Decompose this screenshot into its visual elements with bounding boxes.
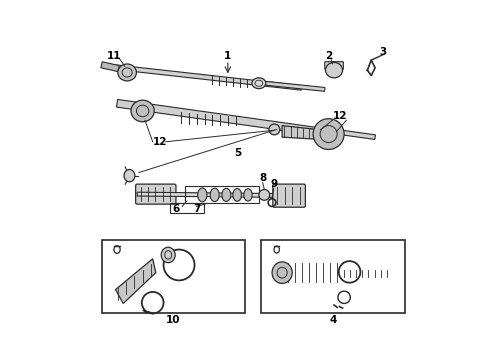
Polygon shape bbox=[137, 192, 301, 198]
Ellipse shape bbox=[252, 78, 266, 89]
Ellipse shape bbox=[124, 170, 135, 182]
Text: 7: 7 bbox=[193, 204, 200, 214]
Ellipse shape bbox=[210, 188, 219, 202]
Ellipse shape bbox=[222, 188, 231, 202]
FancyBboxPatch shape bbox=[273, 184, 305, 207]
Ellipse shape bbox=[131, 100, 154, 122]
Text: 9: 9 bbox=[271, 179, 278, 189]
Polygon shape bbox=[117, 99, 337, 138]
Text: 8: 8 bbox=[259, 173, 267, 183]
Polygon shape bbox=[342, 269, 391, 276]
Polygon shape bbox=[107, 64, 302, 90]
FancyBboxPatch shape bbox=[325, 62, 343, 69]
Circle shape bbox=[313, 119, 344, 149]
Text: 6: 6 bbox=[172, 204, 179, 214]
Polygon shape bbox=[286, 263, 341, 282]
Polygon shape bbox=[101, 62, 119, 72]
Ellipse shape bbox=[272, 262, 292, 283]
Text: 4: 4 bbox=[329, 315, 337, 325]
Ellipse shape bbox=[118, 64, 136, 81]
Polygon shape bbox=[342, 130, 375, 139]
Ellipse shape bbox=[233, 189, 242, 201]
Polygon shape bbox=[116, 259, 156, 303]
Ellipse shape bbox=[244, 189, 252, 201]
Text: 12: 12 bbox=[333, 111, 347, 121]
Text: 12: 12 bbox=[153, 137, 168, 147]
Text: 3: 3 bbox=[379, 48, 387, 58]
FancyBboxPatch shape bbox=[261, 239, 405, 313]
Ellipse shape bbox=[197, 188, 207, 202]
Text: 10: 10 bbox=[166, 315, 180, 325]
Polygon shape bbox=[282, 126, 321, 139]
Ellipse shape bbox=[161, 247, 175, 263]
Text: 11: 11 bbox=[107, 51, 121, 61]
Circle shape bbox=[269, 124, 280, 135]
Ellipse shape bbox=[325, 62, 343, 78]
FancyBboxPatch shape bbox=[136, 184, 176, 204]
Text: 5: 5 bbox=[234, 148, 242, 158]
FancyBboxPatch shape bbox=[101, 239, 245, 313]
Text: 2: 2 bbox=[325, 51, 332, 61]
Text: 1: 1 bbox=[224, 51, 231, 61]
Polygon shape bbox=[265, 81, 325, 91]
Circle shape bbox=[259, 189, 270, 200]
